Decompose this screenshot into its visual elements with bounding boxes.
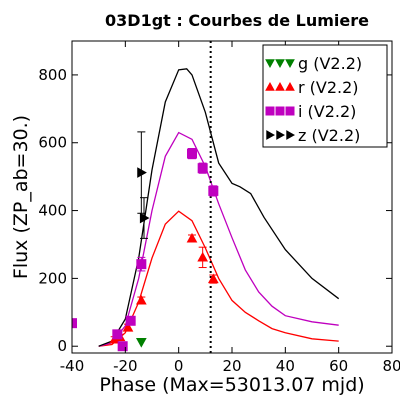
y-tick-label-4: 800: [38, 66, 67, 84]
data-point-2-1: [112, 329, 123, 340]
legend-marker-1-0: [265, 81, 275, 91]
legend-marker-3-0: [266, 130, 276, 140]
y-tick-label-3: 600: [38, 134, 67, 152]
legend-marker-3-2: [286, 130, 296, 140]
data-point-1-6: [207, 273, 219, 284]
x-tick-label-3: 20: [222, 357, 241, 375]
chart-title: 03D1gt : Courbes de Lumiere: [105, 11, 369, 30]
legend-marker-0-0: [265, 59, 275, 69]
data-point-2-5: [187, 148, 197, 159]
data-point-1-2: [122, 322, 134, 332]
legend-marker-1-2: [285, 81, 295, 91]
x-tick-label-6: 80: [382, 357, 400, 375]
x-axis-ticks: -40 -20 0 20 40 60 80: [60, 41, 400, 375]
y-tick-label-0: 0: [57, 337, 67, 355]
data-point-2-0: [72, 318, 77, 329]
x-tick-label-1: -20: [113, 357, 138, 375]
model-curve-2: [98, 131, 339, 347]
data-points: [72, 131, 219, 352]
legend-label-3: z (V2.2): [298, 126, 360, 145]
model-curve-1: [98, 210, 339, 347]
data-point-3-1: [139, 212, 150, 224]
y-tick-label-2: 400: [38, 202, 67, 220]
y-tick-label-1: 200: [38, 269, 67, 287]
data-point-1-3: [135, 294, 147, 305]
legend-marker-0-1: [275, 59, 285, 69]
data-point-2-2: [117, 341, 128, 352]
legend-marker-3-1: [276, 130, 286, 140]
legend-box: [262, 44, 388, 148]
legend-marker-2-0: [265, 106, 275, 116]
legend-label-0: g (V2.2): [298, 54, 362, 73]
x-tick-label-5: 60: [329, 357, 348, 375]
data-point-2-4: [136, 259, 147, 270]
data-point-0-0: [135, 338, 147, 348]
legend-marker-0-2: [285, 59, 295, 69]
x-axis-label: Phase (Max=53013.07 mjd): [99, 374, 364, 396]
legend-label-2: i (V2.2): [298, 102, 356, 121]
y-axis-ticks: 0 200 400 600 800: [38, 66, 392, 355]
legend-marker-2-2: [285, 106, 295, 116]
legend-label-1: r (V2.2): [298, 78, 359, 97]
legend: g (V2.2) r (V2.2) i (V2.2) z (V2.2): [262, 44, 388, 148]
x-tick-label-0: -40: [60, 357, 85, 375]
data-point-2-3: [125, 315, 136, 326]
data-point-2-7: [208, 185, 219, 196]
data-point-2-6: [197, 163, 208, 174]
legend-marker-1-1: [275, 81, 285, 91]
data-point-1-5: [197, 251, 209, 262]
data-point-3-0: [137, 167, 147, 178]
y-axis-label: Flux (ZP_ab=30.): [10, 115, 32, 279]
x-tick-label-4: 40: [276, 357, 295, 375]
legend-marker-2-1: [275, 106, 285, 116]
x-tick-label-2: 0: [174, 357, 184, 375]
data-point-1-4: [186, 232, 198, 243]
